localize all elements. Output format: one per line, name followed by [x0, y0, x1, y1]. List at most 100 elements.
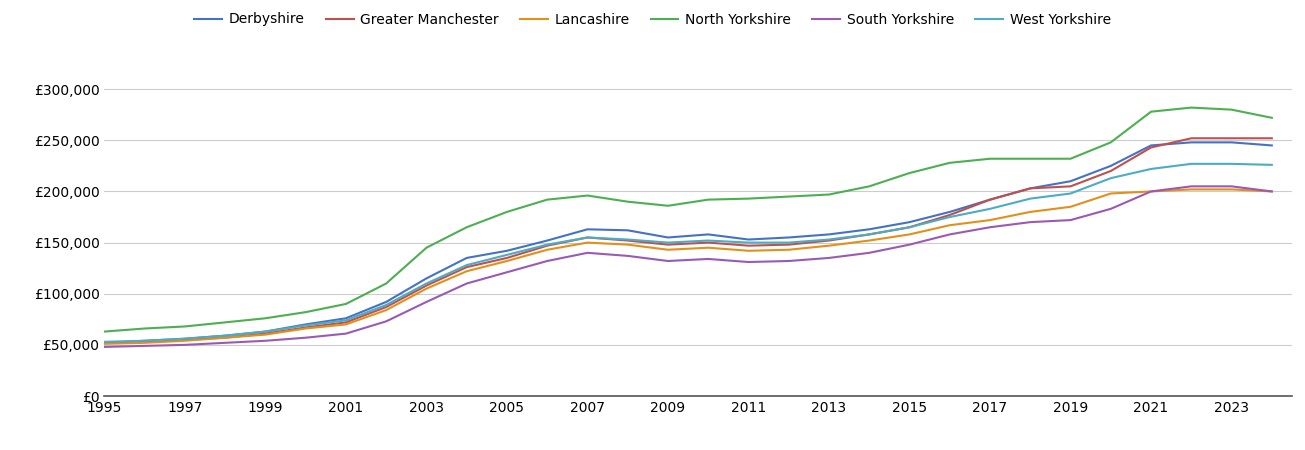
South Yorkshire [579, 250, 595, 256]
North Yorkshire [1103, 140, 1118, 145]
South Yorkshire [1062, 217, 1078, 223]
Lancashire [257, 332, 273, 338]
North Yorkshire [1224, 107, 1240, 112]
Lancashire [97, 341, 112, 346]
Derbyshire [780, 235, 796, 240]
Line: South Yorkshire: South Yorkshire [104, 186, 1272, 347]
North Yorkshire [257, 315, 273, 321]
West Yorkshire [579, 235, 595, 240]
West Yorkshire [620, 237, 636, 242]
North Yorkshire [1143, 109, 1159, 114]
Greater Manchester [821, 238, 837, 243]
Greater Manchester [1265, 135, 1280, 141]
South Yorkshire [942, 232, 958, 237]
West Yorkshire [539, 242, 555, 248]
South Yorkshire [1143, 189, 1159, 194]
Derbyshire [1062, 179, 1078, 184]
North Yorkshire [1184, 105, 1199, 110]
South Yorkshire [821, 255, 837, 261]
South Yorkshire [419, 299, 435, 305]
Lancashire [539, 247, 555, 252]
Lancashire [137, 340, 153, 346]
South Yorkshire [620, 253, 636, 259]
West Yorkshire [257, 329, 273, 334]
West Yorkshire [419, 281, 435, 286]
South Yorkshire [338, 331, 354, 336]
Derbyshire [1143, 143, 1159, 148]
Greater Manchester [620, 238, 636, 243]
Greater Manchester [539, 243, 555, 248]
Derbyshire [620, 228, 636, 233]
South Yorkshire [97, 344, 112, 350]
North Yorkshire [459, 225, 475, 230]
Greater Manchester [1022, 186, 1037, 191]
South Yorkshire [177, 342, 193, 347]
South Yorkshire [701, 256, 716, 261]
Greater Manchester [579, 235, 595, 240]
Greater Manchester [741, 243, 757, 248]
Derbyshire [499, 248, 514, 253]
West Yorkshire [378, 302, 394, 308]
Lancashire [942, 222, 958, 228]
Greater Manchester [861, 232, 877, 237]
South Yorkshire [660, 258, 676, 264]
Greater Manchester [780, 242, 796, 248]
West Yorkshire [1143, 166, 1159, 171]
Greater Manchester [660, 242, 676, 248]
Greater Manchester [419, 283, 435, 288]
North Yorkshire [177, 324, 193, 329]
Greater Manchester [983, 197, 998, 202]
South Yorkshire [780, 258, 796, 264]
West Yorkshire [298, 323, 313, 328]
Derbyshire [579, 227, 595, 232]
Line: West Yorkshire: West Yorkshire [104, 164, 1272, 342]
West Yorkshire [1224, 161, 1240, 166]
Lancashire [338, 322, 354, 327]
North Yorkshire [218, 320, 234, 325]
North Yorkshire [298, 310, 313, 315]
North Yorkshire [378, 281, 394, 286]
Derbyshire [338, 315, 354, 321]
West Yorkshire [1265, 162, 1280, 167]
Derbyshire [741, 237, 757, 242]
North Yorkshire [620, 199, 636, 204]
West Yorkshire [701, 238, 716, 243]
West Yorkshire [218, 333, 234, 338]
Greater Manchester [942, 212, 958, 218]
South Yorkshire [257, 338, 273, 343]
Greater Manchester [1103, 168, 1118, 174]
North Yorkshire [338, 301, 354, 306]
West Yorkshire [137, 338, 153, 343]
North Yorkshire [1022, 156, 1037, 162]
Lancashire [902, 232, 917, 237]
Lancashire [579, 240, 595, 245]
Derbyshire [660, 235, 676, 240]
Line: Lancashire: Lancashire [104, 189, 1272, 344]
Greater Manchester [298, 325, 313, 330]
North Yorkshire [97, 329, 112, 334]
North Yorkshire [660, 203, 676, 208]
North Yorkshire [1062, 156, 1078, 162]
South Yorkshire [1022, 220, 1037, 225]
South Yorkshire [137, 343, 153, 349]
Greater Manchester [499, 255, 514, 261]
West Yorkshire [97, 339, 112, 345]
Derbyshire [177, 336, 193, 342]
South Yorkshire [741, 259, 757, 265]
Derbyshire [459, 255, 475, 261]
Derbyshire [539, 238, 555, 243]
Lancashire [821, 243, 837, 248]
West Yorkshire [741, 240, 757, 245]
Greater Manchester [97, 340, 112, 346]
Lancashire [459, 269, 475, 274]
Line: Derbyshire: Derbyshire [104, 142, 1272, 343]
Lancashire [1143, 189, 1159, 194]
North Yorkshire [419, 245, 435, 250]
Greater Manchester [902, 225, 917, 230]
Lancashire [620, 242, 636, 248]
Greater Manchester [378, 304, 394, 310]
Greater Manchester [137, 339, 153, 345]
Lancashire [1103, 191, 1118, 196]
Greater Manchester [218, 335, 234, 340]
Lancashire [701, 245, 716, 250]
